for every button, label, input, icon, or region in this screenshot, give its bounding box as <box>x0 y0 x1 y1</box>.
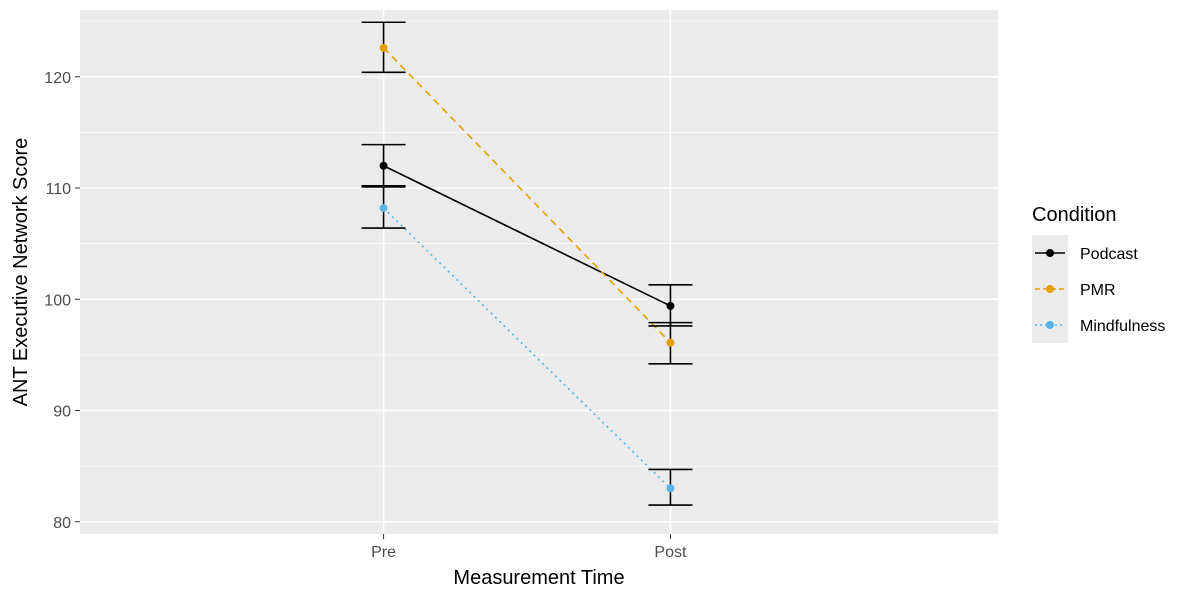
point-podcast-pre <box>379 161 388 170</box>
legend-item-mindfulness: Mindfulness <box>1035 318 1165 335</box>
y-axis-title: ANT Executive Network Score <box>10 138 32 407</box>
legend-item-pmr: PMR <box>1035 282 1116 299</box>
series-line-mindfulness <box>383 207 671 489</box>
legend: Condition Podcast PMR Mindfulness <box>1032 204 1165 343</box>
legend-key-point-mindfulness <box>1046 321 1054 329</box>
plot-panel <box>80 10 998 534</box>
legend-label-mindfulness: Mindfulness <box>1080 318 1165 335</box>
series-layer <box>361 21 693 506</box>
legend-key-point-pmr <box>1046 285 1054 293</box>
y-tick-label: 100 <box>44 292 71 309</box>
point-mindfulness-pre <box>379 204 388 213</box>
y-tick-label: 120 <box>44 70 71 87</box>
legend-label-podcast: Podcast <box>1080 246 1138 263</box>
x-tick-label: Pre <box>371 544 396 561</box>
x-axis-title: Measurement Time <box>453 567 624 589</box>
point-mindfulness-post <box>666 484 675 493</box>
series-line-podcast <box>383 165 671 307</box>
point-podcast-post <box>666 301 675 310</box>
legend-title: Condition <box>1032 204 1117 226</box>
y-axis: 80 90 100 110 120 <box>44 70 80 532</box>
y-tick-label: 80 <box>53 515 71 532</box>
y-tick-label: 110 <box>45 181 71 198</box>
grid <box>80 10 998 534</box>
x-axis: Pre Post <box>371 534 687 561</box>
x-tick-label: Post <box>654 544 687 561</box>
legend-item-podcast: Podcast <box>1035 246 1138 263</box>
point-pmr-post <box>666 338 675 347</box>
legend-label-pmr: PMR <box>1080 282 1116 299</box>
legend-key-point-podcast <box>1046 249 1054 257</box>
y-tick-label: 90 <box>53 404 71 421</box>
point-pmr-pre <box>379 43 388 52</box>
series-line-pmr <box>382 47 672 344</box>
